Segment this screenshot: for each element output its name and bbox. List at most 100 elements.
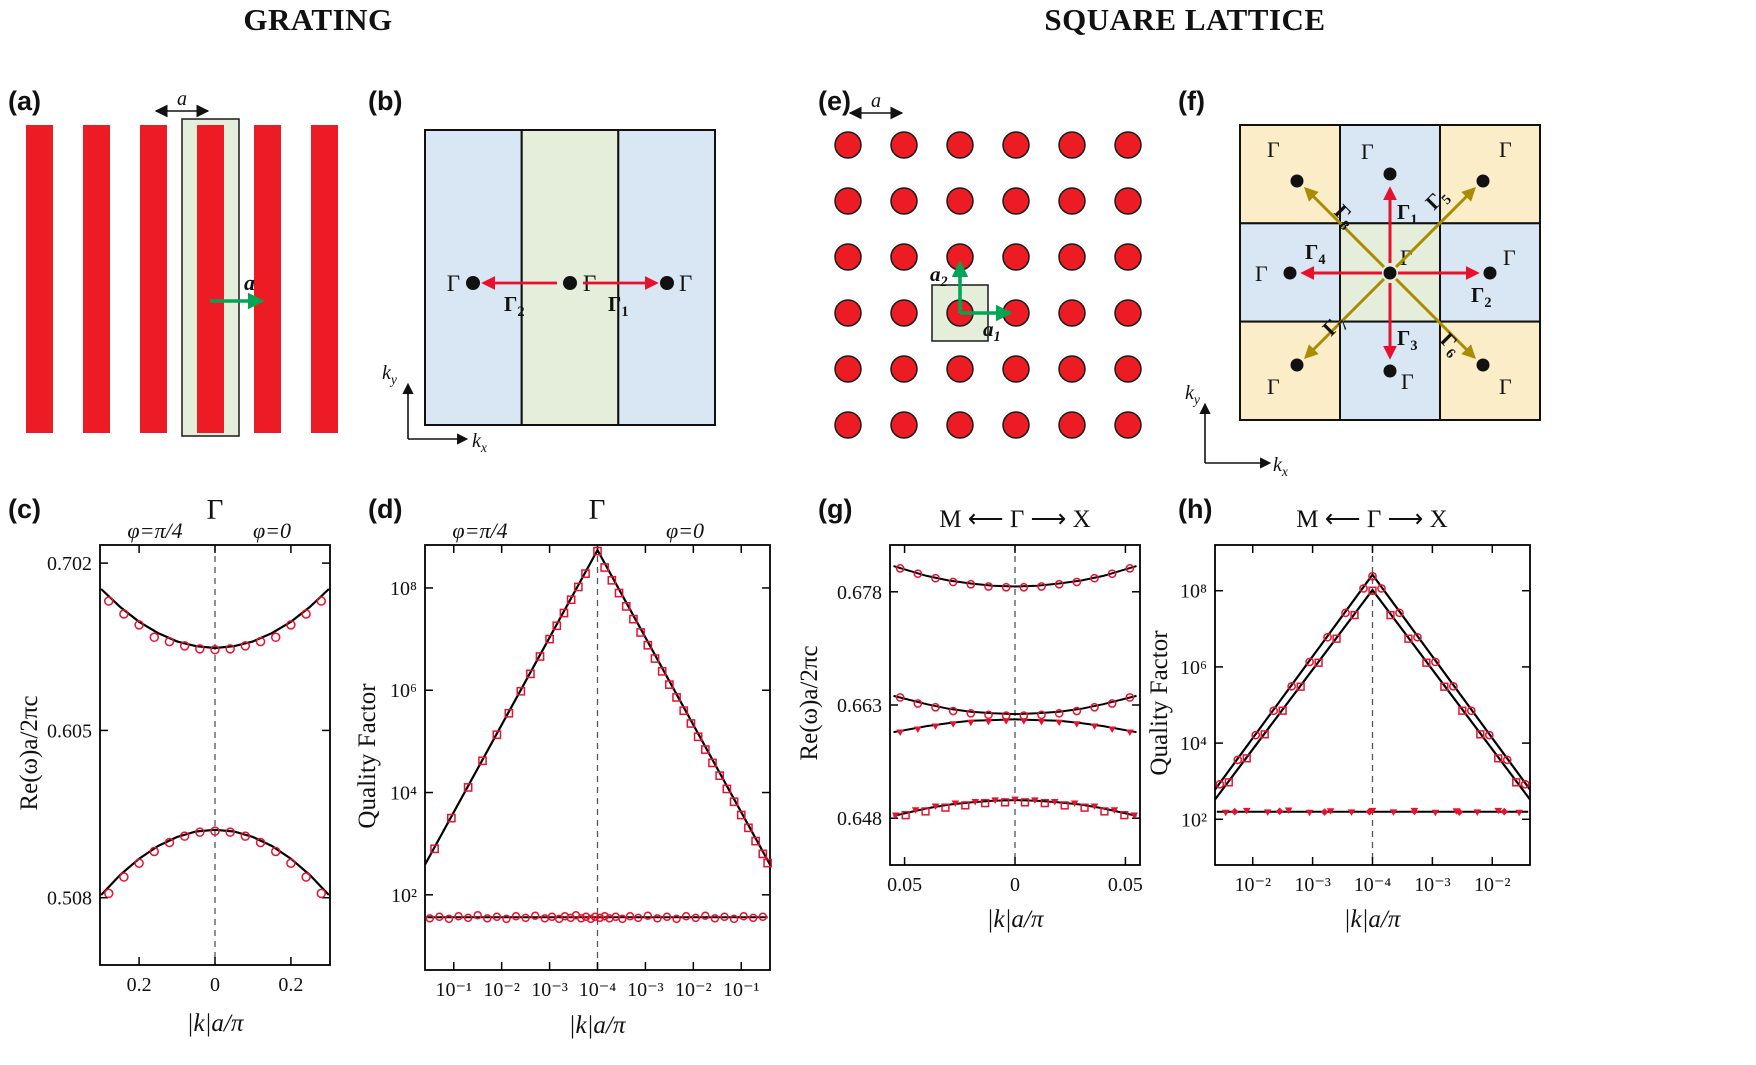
data-point-circle <box>103 596 114 606</box>
data-point-triangle-down <box>911 807 920 814</box>
data-point-triangle-down <box>1515 809 1524 817</box>
lattice-site <box>1114 243 1142 271</box>
period-label: a <box>871 90 881 112</box>
grating-bar <box>26 125 53 433</box>
lattice-site <box>1058 411 1086 439</box>
lattice-site <box>946 187 974 215</box>
data-point-circle <box>225 827 235 837</box>
data-point-square <box>559 608 569 618</box>
data-point-triangle-down <box>1494 807 1503 815</box>
y-tick-label: 10⁴ <box>390 783 417 805</box>
data-point-square <box>961 801 970 810</box>
data-point-circle <box>1323 632 1332 642</box>
data-point-square <box>708 758 717 768</box>
gamma-point-w <box>1283 266 1297 280</box>
data-point-circle <box>948 577 958 587</box>
data-point-circle <box>633 913 643 923</box>
data-point-square <box>478 756 487 766</box>
grating-bar <box>311 125 338 433</box>
lattice-site <box>834 299 862 327</box>
data-point-square <box>1476 730 1485 739</box>
data-point-diamond <box>1365 807 1374 816</box>
data-point-circle <box>103 888 114 899</box>
data-point-circle <box>758 912 768 922</box>
data-point-circle <box>1413 632 1422 642</box>
plot-d-phi-left-label: φ=π/4 <box>452 518 508 543</box>
data-point-square <box>1386 610 1395 620</box>
data-point-circle <box>1395 608 1404 618</box>
data-point-square <box>1332 634 1341 643</box>
lattice-site <box>1058 243 1086 271</box>
data-point-circle <box>1107 569 1117 579</box>
plot-g-square-band-structure: 0.05 0 0.05 0.648 0.663 0.678 <box>837 544 1143 896</box>
data-point-triangle-down <box>967 719 975 727</box>
data-point-circle <box>720 912 729 922</box>
data-point-circle <box>1215 779 1225 789</box>
data-point-square <box>629 614 638 624</box>
data-point-circle <box>119 872 129 882</box>
plot-d-gamma-label: Γ <box>588 494 606 526</box>
data-point-circle <box>913 569 923 579</box>
data-point-triangle-down <box>971 798 980 806</box>
lattice-site <box>1002 187 1030 215</box>
plot-h-square-quality-factor: 10⁻² 10⁻³ 10⁻⁴ 10⁻³ 10⁻² 10² 10⁴ 10⁶ 10⁸ <box>1180 544 1531 896</box>
data-point-circle <box>643 911 653 921</box>
data-point-circle <box>270 846 281 857</box>
gamma-label-se: Γ <box>1499 374 1512 399</box>
data-point-diamond <box>1275 807 1284 816</box>
data-point-square <box>700 745 710 754</box>
panel-e-square-lattice: a a2 a1 <box>834 90 1142 439</box>
panel-label-h: (h) <box>1178 494 1213 524</box>
data-point-circle <box>492 912 502 922</box>
panel-label-e: (e) <box>818 86 851 116</box>
data-point-square <box>1314 658 1323 667</box>
data-point-square <box>1242 754 1251 763</box>
series-low-quality-circles <box>425 911 768 924</box>
panel-label-f: (f) <box>1178 86 1205 116</box>
data-point-square <box>657 666 667 676</box>
lattice-site <box>890 243 918 271</box>
gamma-point-center <box>563 276 577 290</box>
data-point-circle <box>662 912 672 922</box>
lattice-site <box>1058 299 1086 327</box>
y-tick-label: 10⁴ <box>1180 733 1207 755</box>
data-point-square <box>729 797 739 807</box>
y-tick-label: 10⁶ <box>1180 657 1207 679</box>
lattice-site <box>1002 411 1030 439</box>
data-point-circle <box>301 609 311 619</box>
panel-a-grating-structure: a a <box>26 88 338 437</box>
data-point-circle <box>931 573 940 583</box>
gamma-point-center <box>1383 266 1397 280</box>
data-point-square <box>600 563 610 572</box>
gamma1-label: Γ1 <box>1397 200 1418 228</box>
data-point-circle <box>240 831 251 841</box>
data-point-square <box>715 771 725 781</box>
lattice-site <box>834 243 862 271</box>
data-point-triangle-down <box>1002 718 1010 725</box>
data-point-square <box>1120 811 1129 820</box>
data-point-triangle-down <box>991 797 999 804</box>
x-tick-label: 10⁻² <box>483 979 520 1001</box>
data-point-square <box>672 693 681 702</box>
series-q2-squares <box>1224 586 1521 787</box>
data-point-circle <box>1037 582 1046 591</box>
plot-d-grating-quality-factor: 10⁻¹ 10⁻² 10⁻³ 10⁻⁴ 10⁻³ 10⁻² 10⁻¹ 10² 10⁴ 10⁶ 10⁸ <box>390 544 772 1001</box>
data-point-circle <box>444 914 454 924</box>
kx-axis-label: kx <box>1273 454 1288 479</box>
data-point-square <box>516 686 526 696</box>
lattice-site <box>946 411 974 439</box>
data-point-circle <box>435 912 444 922</box>
data-point-circle <box>1466 706 1476 716</box>
data-point-circle <box>1072 706 1082 716</box>
data-point-square <box>447 813 456 823</box>
lattice-site <box>834 131 862 159</box>
data-point-circle <box>600 912 609 921</box>
data-point-circle <box>463 913 473 923</box>
data-point-circle <box>1072 577 1082 587</box>
data-point-square <box>1422 658 1431 667</box>
data-point-square <box>1020 798 1030 807</box>
plot-g-mgx-label: M ⟵ Γ ⟶ X <box>939 506 1091 533</box>
lattice-site <box>946 131 974 159</box>
data-point-square <box>1060 801 1069 810</box>
data-point-circle <box>948 706 958 716</box>
